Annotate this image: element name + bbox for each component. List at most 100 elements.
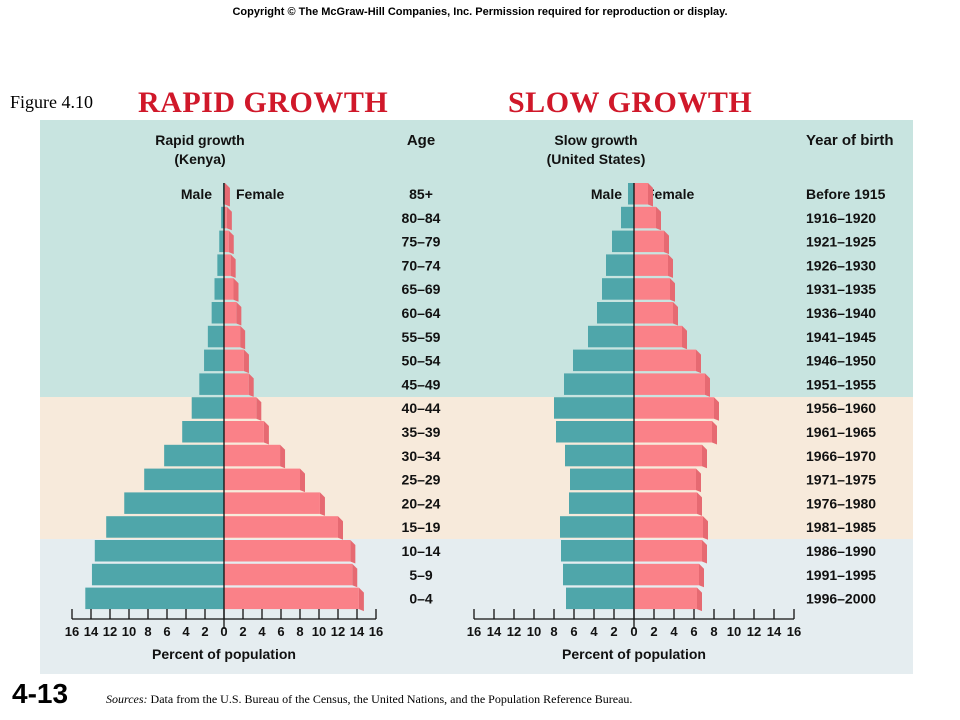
- x-tick-label: 16: [787, 624, 801, 639]
- male-bar: [569, 492, 634, 514]
- x-tick-label: 14: [487, 624, 502, 639]
- female-bar-side: [300, 468, 305, 493]
- female-bar-side: [702, 540, 707, 564]
- x-tick-label: 12: [331, 624, 345, 639]
- female-bar-side: [236, 302, 242, 326]
- male-bar: [182, 421, 224, 443]
- pyramid-subtitle: (United States): [547, 151, 646, 167]
- female-bar: [634, 206, 656, 229]
- female-bar-side: [703, 516, 708, 540]
- female-bar-side: [319, 492, 325, 516]
- male-bar: [199, 373, 224, 395]
- female-bar-side: [705, 373, 710, 397]
- x-tick-label: 8: [550, 624, 557, 639]
- category-label: 1956–1960: [806, 400, 876, 416]
- category-label: 70–74: [402, 257, 441, 273]
- male-bar: [124, 492, 224, 514]
- pyramid-title: Rapid growth: [155, 132, 244, 148]
- x-tick-label: 6: [163, 624, 170, 639]
- x-axis-label: Percent of population: [562, 646, 706, 662]
- category-label: 1921–1925: [806, 234, 876, 250]
- x-tick-label: 10: [312, 624, 326, 639]
- male-bar: [621, 206, 634, 229]
- population-pyramids-chart: Rapid growth (Kenya) Age Male Female 85+ 80–84…: [40, 120, 913, 674]
- female-bar: [224, 444, 281, 467]
- female-bar: [634, 540, 702, 562]
- female-bar-side: [248, 373, 254, 397]
- x-tick-label: 6: [690, 624, 697, 639]
- female-bar: [634, 468, 696, 491]
- male-bar: [566, 587, 634, 610]
- x-tick-label: 2: [239, 624, 246, 639]
- female-bar: [224, 254, 231, 276]
- category-header: Age: [407, 132, 435, 149]
- male-bar: [214, 278, 224, 300]
- male-bar: [556, 421, 634, 443]
- female-bar-side: [697, 587, 702, 612]
- male-bar: [561, 540, 634, 562]
- male-bar: [563, 563, 634, 586]
- category-label: 1981–1985: [806, 519, 876, 535]
- female-bar-side: [338, 516, 343, 540]
- female-bar-side: [702, 444, 707, 469]
- pyramid-united-states: Slow growth (United States) Year of birth M…: [467, 132, 894, 662]
- sources-note: Sources: Data from the U.S. Bureau of th…: [106, 692, 632, 707]
- category-label: 15–19: [402, 519, 441, 535]
- female-bar: [634, 325, 682, 348]
- category-label: 80–84: [402, 210, 441, 226]
- female-bar: [634, 302, 673, 324]
- category-label: 85+: [409, 186, 433, 202]
- female-bar: [634, 516, 703, 538]
- female-bar: [634, 397, 714, 419]
- sources-label: Sources:: [106, 692, 148, 706]
- category-label: 1971–1975: [806, 472, 876, 488]
- female-bar: [224, 325, 241, 348]
- male-bar: [554, 397, 634, 419]
- x-tick-label: 12: [507, 624, 521, 639]
- female-bar-side: [233, 278, 239, 302]
- x-tick-label: 8: [144, 624, 151, 639]
- female-bar-side: [226, 206, 232, 231]
- female-bar: [224, 587, 359, 610]
- x-axis-label: Percent of population: [152, 646, 296, 662]
- category-label: 1946–1950: [806, 353, 876, 369]
- female-bar-side: [696, 468, 701, 493]
- male-bar: [564, 373, 634, 395]
- category-label: 1996–2000: [806, 591, 876, 607]
- male-bar: [207, 325, 224, 348]
- sources-text: Data from the U.S. Bureau of the Census,…: [150, 692, 633, 706]
- female-bar: [224, 206, 227, 229]
- category-label: 65–69: [402, 281, 441, 297]
- female-bar: [634, 183, 648, 205]
- female-bar: [224, 540, 351, 562]
- female-bar: [224, 349, 244, 372]
- x-tick-label: 2: [650, 624, 657, 639]
- x-tick-label: 10: [527, 624, 541, 639]
- x-tick-label: 6: [277, 624, 284, 639]
- category-label: 30–34: [402, 448, 441, 464]
- category-label: 40–44: [402, 400, 441, 416]
- male-bar: [573, 349, 634, 372]
- category-label: 60–64: [402, 305, 441, 321]
- background-band-middle: [40, 397, 913, 539]
- x-tick-label: 12: [747, 624, 761, 639]
- female-bar-side: [697, 492, 702, 516]
- title-rapid-growth: RAPID GROWTH: [138, 86, 389, 119]
- female-bar-side: [224, 183, 230, 207]
- figure-label: Figure 4.10: [10, 92, 93, 112]
- category-label: 45–49: [402, 376, 441, 392]
- pyramid-subtitle: (Kenya): [174, 151, 225, 167]
- category-label: 50–54: [402, 353, 441, 369]
- x-tick-label: 10: [727, 624, 741, 639]
- x-tick-label: 4: [182, 624, 190, 639]
- female-bar-side: [673, 302, 678, 326]
- category-label: Before 1915: [806, 186, 886, 202]
- category-label: 1951–1955: [806, 376, 876, 392]
- female-bar-side: [696, 349, 701, 374]
- title-slow-growth: SLOW GROWTH: [508, 86, 753, 119]
- female-bar: [634, 444, 702, 467]
- female-bar-side: [714, 397, 719, 421]
- male-label: Male: [181, 186, 212, 202]
- category-label: 1961–1965: [806, 424, 876, 440]
- male-bar: [85, 587, 224, 610]
